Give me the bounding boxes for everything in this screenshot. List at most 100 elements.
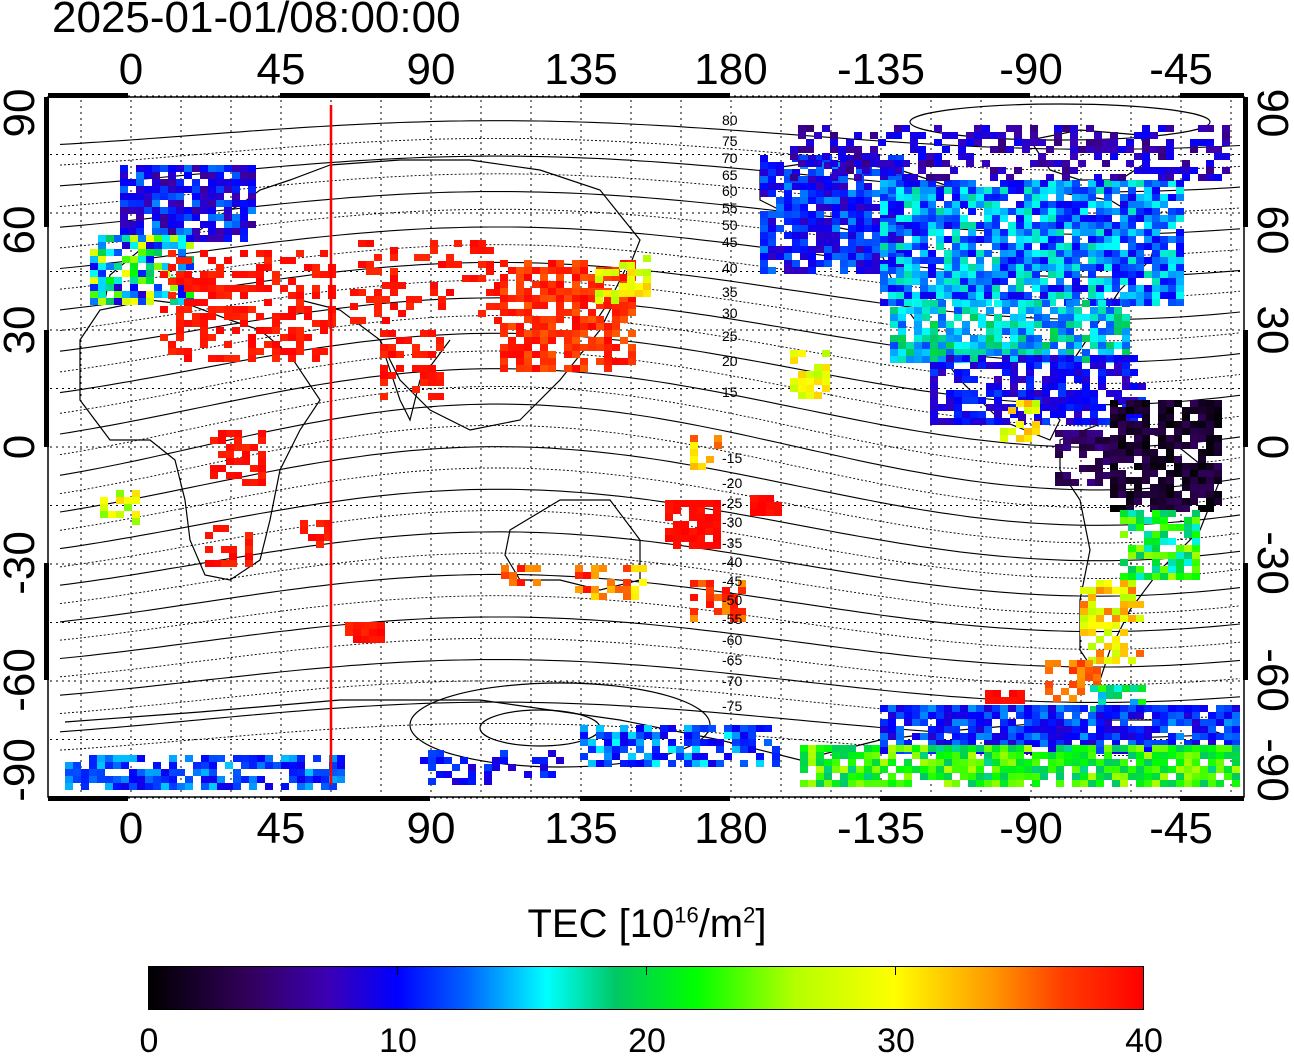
tec-cell	[986, 335, 994, 342]
tec-cell	[1098, 369, 1106, 376]
tec-cell	[216, 327, 224, 334]
tec-cell	[880, 285, 888, 292]
tec-cell	[1114, 314, 1122, 321]
tec-cell	[1042, 376, 1050, 383]
tec-cell	[1120, 587, 1128, 594]
tec-cell	[532, 351, 540, 358]
tec-cell	[714, 442, 722, 449]
tec-cell	[1120, 271, 1128, 278]
tec-cell	[144, 172, 152, 179]
tec-cell	[912, 243, 920, 250]
tec-cell	[1152, 250, 1160, 257]
tec-cell	[169, 769, 177, 776]
tec-cell	[1198, 174, 1206, 181]
tec-cell	[808, 225, 816, 232]
tec-cell	[840, 780, 848, 787]
tec-cell	[1000, 271, 1008, 278]
tec-cell	[1080, 285, 1088, 292]
tec-cell	[1174, 505, 1182, 512]
tec-cell	[697, 500, 705, 507]
tec-cell	[968, 208, 976, 215]
tec-cell	[168, 179, 176, 186]
tec-cell	[920, 766, 928, 773]
tec-cell	[896, 239, 904, 246]
tec-cell	[768, 225, 776, 232]
bottom-axis-label: 90	[407, 804, 456, 853]
tec-cell	[1176, 566, 1184, 573]
tec-cell	[665, 535, 673, 542]
tec-cell	[209, 783, 217, 790]
tec-cell	[974, 125, 982, 132]
tec-cell	[1118, 456, 1126, 463]
tec-cell	[1074, 356, 1082, 363]
tec-cell	[508, 337, 516, 344]
tec-cell	[832, 232, 840, 239]
tec-cell	[1096, 733, 1104, 740]
tec-cell	[784, 197, 792, 204]
tec-cell	[1096, 285, 1104, 292]
tec-cell	[1103, 444, 1111, 451]
tec-cell	[766, 502, 774, 509]
tec-cell	[888, 257, 896, 264]
tec-cell	[1126, 146, 1134, 153]
tec-cell	[1120, 194, 1128, 201]
tec-cell	[760, 225, 768, 232]
tec-cell	[1160, 180, 1168, 187]
tec-cell	[1160, 517, 1168, 524]
tec-cell	[1176, 285, 1184, 292]
tec-cell	[888, 752, 896, 759]
tec-cell	[984, 278, 992, 285]
tec-cell	[436, 337, 444, 344]
tec-cell	[1064, 257, 1072, 264]
tec-cell	[620, 295, 628, 302]
tec-cell	[1048, 285, 1056, 292]
tec-cell	[1114, 685, 1122, 692]
tec-cell	[1090, 335, 1098, 342]
tec-cell	[1168, 285, 1176, 292]
tec-cell	[1152, 573, 1160, 580]
tec-cell	[692, 732, 700, 739]
tec-cell	[840, 267, 848, 274]
tec-cell	[808, 197, 816, 204]
tec-cell	[1160, 752, 1168, 759]
tec-cell	[548, 330, 556, 337]
tec-cell	[1142, 449, 1150, 456]
tec-cell	[880, 169, 888, 176]
contour-label: -35	[722, 535, 742, 551]
tec-cell	[1022, 139, 1030, 146]
tec-cell	[1120, 510, 1128, 517]
tec-cell	[1014, 125, 1022, 132]
tec-cell	[1150, 146, 1158, 153]
tec-cell	[1184, 773, 1192, 780]
tec-cell	[1040, 201, 1048, 208]
tec-cell	[221, 560, 229, 567]
tec-cell	[1158, 505, 1166, 512]
tec-cell	[960, 180, 968, 187]
tec-cell	[968, 733, 976, 740]
tec-cell	[1062, 125, 1070, 132]
tec-cell	[170, 298, 178, 305]
tec-cell	[232, 200, 240, 207]
tec-cell	[1120, 766, 1128, 773]
tec-cell	[154, 235, 162, 242]
tec-cell	[684, 732, 692, 739]
contour-labels: 8075706560555045403530252015-15-20-25-30…	[722, 112, 742, 714]
tec-cell	[902, 160, 910, 167]
tec-cell	[1104, 752, 1112, 759]
tec-cell	[1024, 745, 1032, 752]
tec-cell	[1138, 685, 1146, 692]
tec-cell	[540, 316, 548, 323]
tec-cell	[258, 437, 266, 444]
tec-cell	[1142, 407, 1150, 414]
tec-cell	[208, 306, 216, 313]
tec-cell	[1176, 759, 1184, 766]
bottom-axis-labels: 0 45 90 135 180 -135 -90 -45	[119, 804, 1213, 853]
tec-cell	[1016, 705, 1024, 712]
tec-cell	[792, 232, 800, 239]
tec-cell	[960, 222, 968, 229]
tec-cell	[1160, 236, 1168, 243]
tec-cell	[65, 776, 73, 783]
tec-cell	[596, 344, 604, 351]
tec-cell	[1082, 369, 1090, 376]
tec-cell	[470, 247, 478, 254]
